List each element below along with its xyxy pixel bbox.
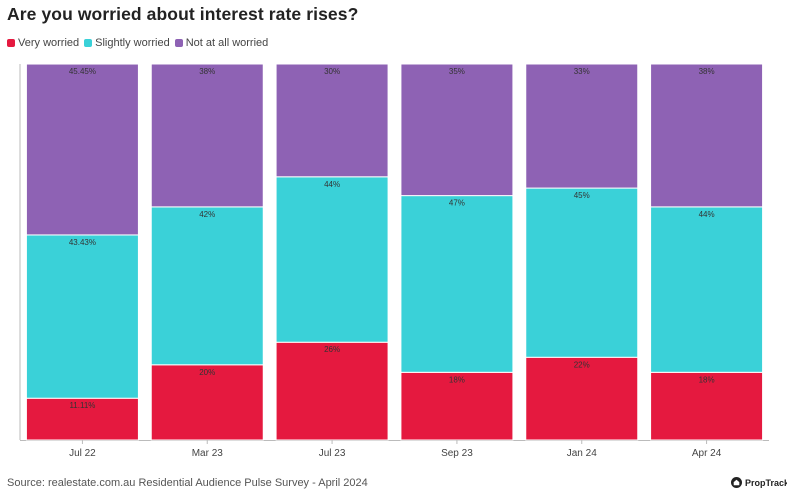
bar-segment-4-0 — [525, 356, 639, 441]
bar-value-label: 38% — [199, 67, 215, 76]
bar-segment-3-0 — [400, 371, 514, 441]
proptrack-icon — [731, 477, 742, 488]
bar-segment-1-0 — [150, 364, 264, 441]
legend-item-0: Very worried — [7, 37, 79, 49]
x-tick-label: Jul 23 — [319, 448, 346, 459]
legend-label: Slightly worried — [95, 37, 170, 49]
bar-value-label: 26% — [324, 345, 340, 354]
legend-label: Not at all worried — [185, 37, 269, 49]
legend-item-2: Not at all worried — [174, 37, 269, 49]
bar-value-label: 11.11% — [69, 401, 95, 410]
x-tick-label: Mar 23 — [192, 448, 224, 459]
legend-item-1: Slightly worried — [84, 37, 170, 49]
bar-value-label: 38% — [699, 67, 715, 76]
brand-name: PropTrack — [745, 477, 787, 488]
bar-segment-1-1 — [150, 206, 264, 366]
bar-value-label: 47% — [449, 199, 465, 208]
bar-segment-3-2 — [400, 63, 514, 197]
chart-legend: Very worried Slightly worried Not at all w… — [7, 37, 273, 49]
bar-segment-4-1 — [525, 187, 639, 358]
bar-segment-2-0 — [275, 341, 389, 441]
source-note: Source: realestate.com.au Residential Au… — [7, 477, 368, 489]
chart-title: Are you worried about interest rate rise… — [7, 4, 359, 24]
bar-value-label: 43.43% — [69, 238, 96, 247]
bar-value-label: 18% — [699, 375, 715, 384]
legend-swatch — [84, 39, 93, 47]
legend-swatch — [174, 39, 183, 47]
bar-value-label: 45% — [574, 191, 590, 200]
x-tick-label: Jan 24 — [567, 448, 597, 459]
x-tick-label: Sep 23 — [441, 448, 473, 459]
bar-segment-5-0 — [650, 371, 764, 441]
x-tick-label: Apr 24 — [692, 448, 722, 459]
bar-segment-3-1 — [400, 195, 514, 373]
bar-value-label: 18% — [449, 375, 465, 384]
bar-segment-2-1 — [275, 176, 389, 343]
x-tick-label: Jul 22 — [69, 448, 96, 459]
bar-segment-0-1 — [25, 234, 139, 399]
bar-segment-0-2 — [25, 63, 139, 236]
stacked-bar-chart: 11.11% 43.43% 45.45% Jul 22 20% 42% 38% Mar 23 2… — [19, 63, 769, 459]
bar-segment-4-2 — [525, 63, 639, 189]
bar-value-label: 22% — [574, 360, 590, 369]
bar-value-label: 30% — [324, 67, 340, 76]
bar-segment-1-2 — [150, 63, 264, 208]
bar-value-label: 33% — [574, 67, 590, 76]
bar-value-label: 20% — [199, 368, 215, 377]
bar-value-label: 45.45% — [69, 67, 96, 76]
legend-label: Very worried — [18, 37, 80, 49]
bar-value-label: 44% — [324, 180, 340, 189]
bar-segment-5-2 — [650, 63, 764, 208]
bar-segment-2-2 — [275, 63, 389, 178]
bar-value-label: 42% — [199, 210, 215, 219]
bar-value-label: 44% — [699, 210, 715, 219]
legend-swatch — [7, 39, 15, 47]
brand-logo: PropTrack — [731, 477, 787, 488]
bar-value-label: 35% — [449, 67, 465, 76]
bar-segment-5-1 — [650, 206, 764, 373]
